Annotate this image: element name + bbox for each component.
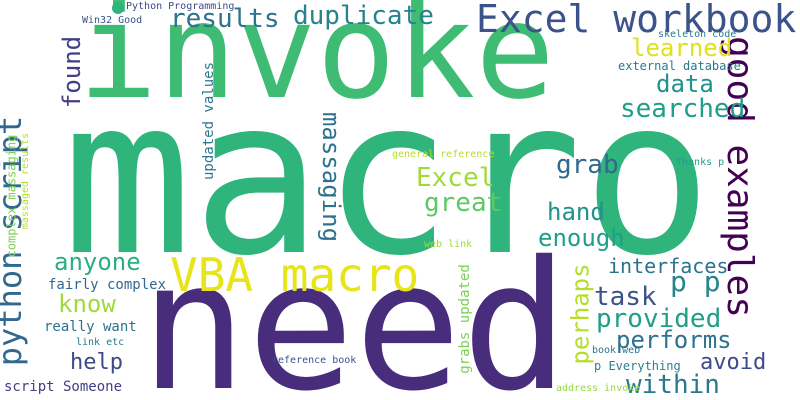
word-perhaps: perhaps [566, 263, 595, 365]
word-updated-values: updated values [201, 61, 218, 181]
word-skeleton-code: skeleton code [658, 29, 737, 40]
word-link-etc: link etc [76, 337, 125, 348]
word-task: task [594, 282, 657, 312]
word-really-want: really want [44, 319, 137, 335]
word-thanks-p: Thanks p [676, 157, 725, 168]
word-enough: enough [538, 224, 625, 252]
word-great: great [424, 188, 503, 218]
word-need: need [140, 223, 569, 400]
word-data: data [656, 70, 714, 98]
dot-mark [112, 2, 124, 14]
word-win32-good: Win32 Good [82, 15, 143, 26]
word-python-programming: Python Programming [126, 1, 235, 12]
word-anyone: anyone [54, 248, 141, 276]
word-address-invoke: address invoke [556, 383, 641, 394]
word-massaging: massaging [317, 111, 346, 243]
word-found: found [58, 35, 87, 109]
word-fairly-complex: fairly complex [48, 277, 167, 293]
word-excel-workbook: Excel workbook [476, 0, 797, 41]
word-results: results [170, 4, 280, 34]
word-duplicate: duplicate [293, 1, 434, 31]
word-avoid: avoid [700, 350, 767, 375]
word-macro: macro [62, 52, 713, 303]
word-help: help [70, 350, 123, 375]
word-interfaces: interfaces [608, 254, 729, 278]
word-book-web: book web [592, 345, 641, 356]
word-external-database: external database [618, 59, 741, 73]
word-hand: hand [547, 198, 605, 226]
word-know: know [58, 290, 116, 318]
word-massaged-results: massaged results [20, 132, 32, 230]
word-reference-book: reference book [272, 355, 357, 366]
word-searched: searched [620, 94, 746, 124]
word-provided: provided [596, 304, 722, 334]
word-performs: performs [616, 326, 732, 354]
word-within: within [626, 370, 720, 400]
word-excel: Excel [416, 163, 495, 193]
word-p-everything: p Everything [594, 359, 681, 373]
word-grab: grab [556, 150, 619, 180]
word-p-p: p p [670, 265, 721, 298]
word-vba-macro: VBA macro [170, 248, 420, 302]
word-complex-massaging: complex massaging [4, 134, 19, 258]
word-web-link: web link [424, 239, 473, 250]
word-grabs-updated: grabs updated [456, 264, 473, 374]
word-script-someone: script Someone [4, 379, 123, 395]
word-learned: learned [631, 34, 733, 62]
word-invoke: invoke [78, 0, 555, 129]
word-general-reference: general reference [392, 149, 495, 160]
